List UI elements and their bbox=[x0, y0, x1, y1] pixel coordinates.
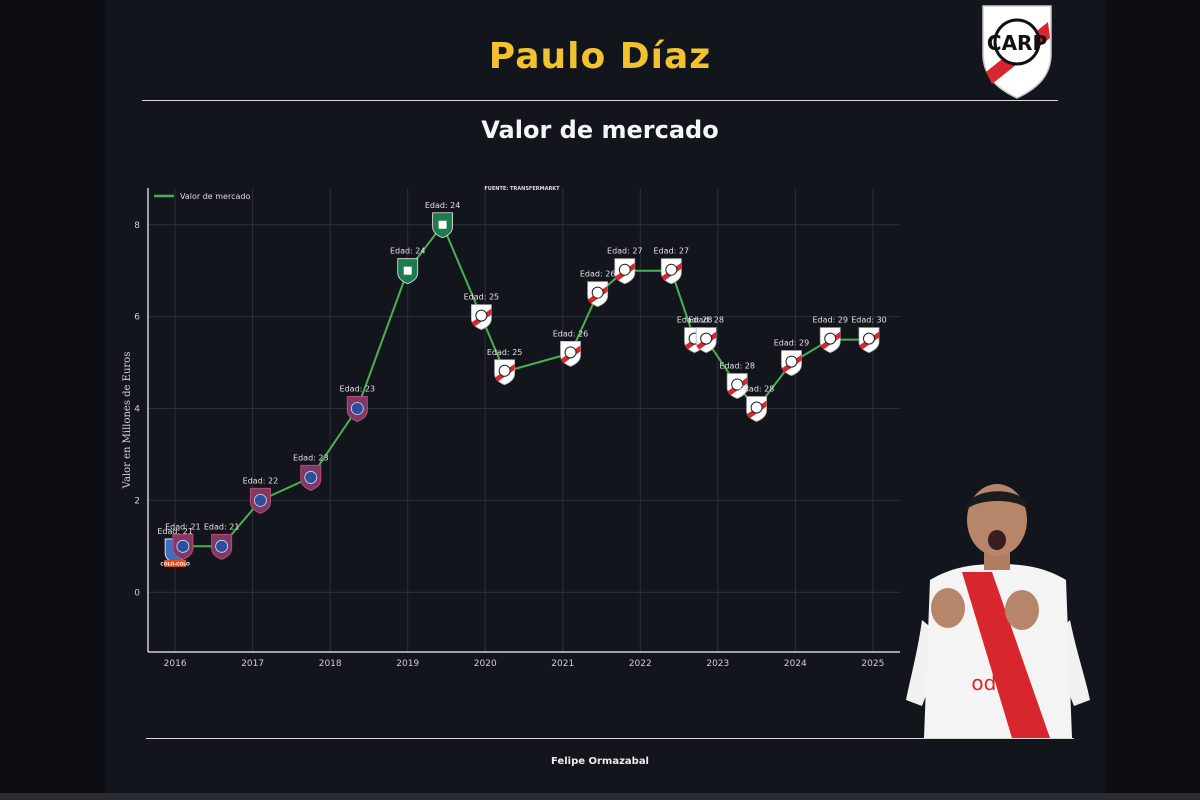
x-tick-label: 2016 bbox=[164, 659, 187, 669]
river-plate-crest-icon bbox=[614, 258, 636, 285]
top-divider bbox=[142, 100, 1058, 101]
logo-text: CARP bbox=[987, 31, 1047, 55]
x-tick-label: 2019 bbox=[396, 659, 419, 669]
san-lorenzo-crest-icon bbox=[172, 533, 194, 560]
point-label: Edad: 21 bbox=[157, 527, 193, 536]
point-label: Edad: 24 bbox=[390, 247, 426, 256]
legend-label: Valor de mercado bbox=[180, 192, 250, 201]
point-label: Edad: 28 bbox=[677, 316, 713, 325]
san-lorenzo-crest-icon bbox=[300, 464, 322, 491]
x-tick-label: 2025 bbox=[861, 659, 884, 669]
point-label: Edad: 28 bbox=[719, 362, 755, 371]
y-axis-label: Valor en Millones de Euros bbox=[122, 352, 133, 490]
river-plate-crest-icon bbox=[746, 396, 767, 422]
y-tick-label: 4 bbox=[134, 405, 140, 415]
author-credit: Felipe Ormazabal bbox=[551, 756, 649, 767]
point-label: Edad: 28 bbox=[688, 316, 724, 325]
river-plate-crest-icon bbox=[470, 304, 492, 331]
bottom-divider bbox=[146, 738, 1074, 739]
y-tick-label: 6 bbox=[134, 313, 140, 323]
river-plate-crest-icon bbox=[660, 258, 682, 285]
point-label: Edad: 25 bbox=[487, 348, 523, 357]
river-plate-crest-icon bbox=[560, 340, 581, 367]
river-plate-crest-icon bbox=[726, 373, 748, 399]
al-ahli-crest-icon bbox=[432, 212, 453, 239]
san-lorenzo-crest-icon bbox=[249, 487, 271, 514]
point-label: Edad: 21 bbox=[165, 522, 201, 531]
market-value-chart: 2016 2017 2018 2019 2020 2021 2022 2023 2024 2025… bbox=[122, 186, 900, 669]
point-label: Edad: 29 bbox=[774, 339, 810, 348]
point-label: Edad: 26 bbox=[553, 329, 589, 338]
player-photo-icon: odere bbox=[906, 484, 1090, 738]
x-tick-label: 2022 bbox=[629, 659, 652, 669]
chart-subtitle: Valor de mercado bbox=[481, 116, 719, 144]
river-plate-crest-icon bbox=[695, 327, 717, 354]
point-label: Edad: 28 bbox=[739, 385, 775, 394]
river-plate-crest-icon bbox=[587, 281, 609, 308]
x-tick-label: 2024 bbox=[784, 659, 807, 669]
point-label: Edad: 23 bbox=[293, 453, 329, 462]
al-ahli-crest-icon bbox=[397, 258, 419, 285]
point-label: Edad: 21 bbox=[204, 522, 240, 531]
x-tick-label: 2017 bbox=[241, 659, 264, 669]
x-tick-label: 2018 bbox=[319, 659, 342, 669]
river-plate-crest-icon bbox=[494, 359, 516, 386]
x-tick-label: 2021 bbox=[551, 659, 574, 669]
source-note: FUENTE: TRANSFERMARKT bbox=[484, 186, 560, 192]
river-plate-crest-icon bbox=[858, 327, 880, 354]
san-lorenzo-crest-icon bbox=[211, 533, 233, 560]
point-label: Edad: 27 bbox=[607, 247, 643, 256]
san-lorenzo-crest-icon bbox=[346, 396, 368, 423]
x-tick-label: 2023 bbox=[706, 659, 729, 669]
point-label: Edad: 27 bbox=[654, 247, 690, 256]
river-plate-crest-icon: CARP bbox=[982, 5, 1052, 99]
river-plate-crest-icon bbox=[819, 327, 841, 354]
point-label: Edad: 23 bbox=[340, 385, 376, 394]
y-tick-label: 2 bbox=[134, 496, 140, 506]
point-label: Edad: 30 bbox=[851, 316, 887, 325]
point-label: Edad: 29 bbox=[812, 316, 848, 325]
svg-text:COLO-COLO: COLO-COLO bbox=[160, 561, 189, 567]
y-tick-label: 8 bbox=[134, 221, 140, 231]
point-label: Edad: 25 bbox=[464, 293, 500, 302]
point-label: Edad: 24 bbox=[425, 201, 461, 210]
point-label: Edad: 22 bbox=[243, 476, 279, 485]
bottom-bar bbox=[0, 793, 1200, 800]
y-tick-label: 0 bbox=[134, 588, 140, 598]
river-plate-crest-icon bbox=[781, 350, 802, 377]
x-tick-label: 2020 bbox=[474, 659, 497, 669]
svg-text:odere: odere bbox=[971, 671, 1028, 695]
player-name-title: Paulo Díaz bbox=[488, 36, 712, 77]
point-label: Edad: 26 bbox=[580, 270, 616, 279]
